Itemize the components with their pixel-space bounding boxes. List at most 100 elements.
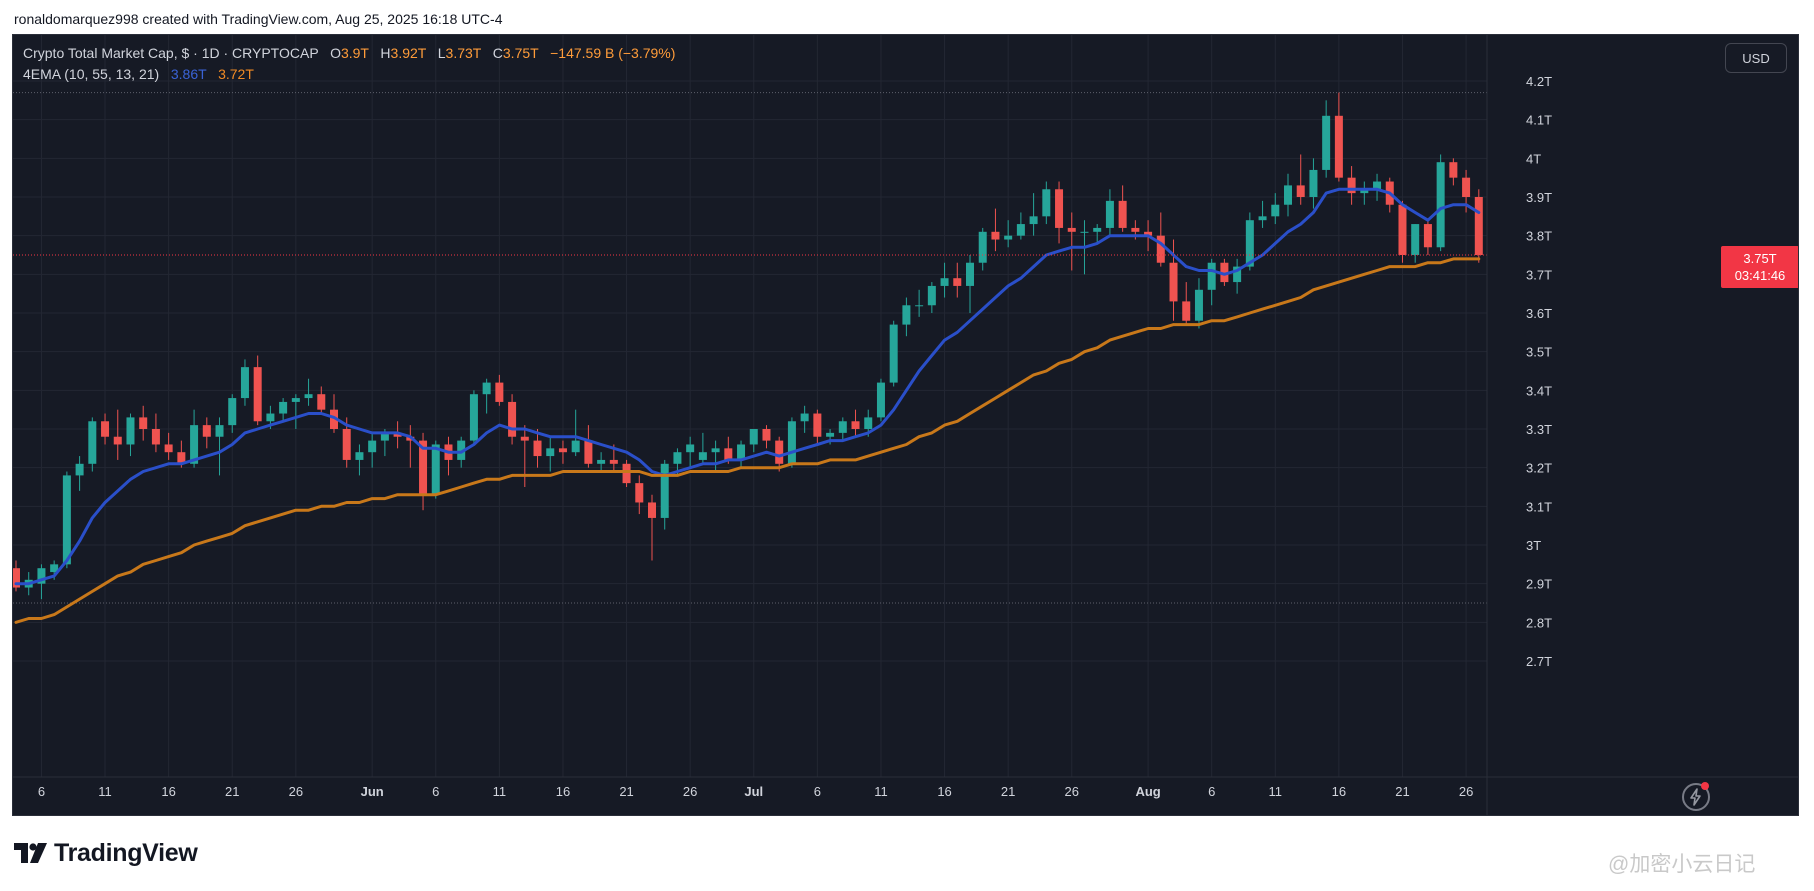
candle-body [584, 440, 593, 464]
candle-body [1322, 115, 1331, 170]
candle-body [368, 440, 377, 453]
candle-body [419, 440, 428, 495]
candle-body [240, 367, 249, 399]
last-price-tag: 3.75T 03:41:46 [1721, 246, 1798, 288]
candle-body [1296, 185, 1305, 197]
candle-down [584, 425, 593, 468]
candle-down [253, 355, 262, 426]
candle-body [177, 452, 186, 464]
time-tick-label: 26 [683, 784, 697, 799]
candle-body [864, 417, 873, 429]
candle-body [737, 444, 746, 460]
candle-up [1284, 173, 1292, 217]
candle-body [597, 459, 606, 464]
indicator-legend[interactable]: 4EMA (10, 55, 13, 21) 3.86T 3.72T [23, 66, 254, 82]
candle-body [1093, 227, 1102, 232]
candle-down [406, 425, 415, 468]
candle-body [876, 382, 885, 418]
candle-up [1207, 258, 1216, 306]
candle-up [37, 564, 46, 600]
candle-body [355, 452, 364, 460]
tradingview-logo[interactable]: TradingView [14, 838, 198, 868]
candle-body [228, 398, 237, 426]
candle-body [1042, 189, 1051, 217]
candle-body [1105, 200, 1114, 228]
candle-body [113, 436, 122, 445]
candle-up [927, 282, 936, 313]
time-tick-label: 26 [289, 784, 303, 799]
candle-body [953, 278, 962, 286]
candle-up [1271, 193, 1280, 225]
candle-body [1169, 262, 1178, 302]
candle-body [775, 440, 784, 464]
candle-body [1131, 227, 1140, 232]
candle-body [1436, 162, 1445, 248]
candle-up [597, 452, 606, 472]
candle-up [1016, 212, 1025, 240]
candlestick-chart[interactable]: 2.7T 2.8T 2.9T 3T 3.1T 3.2T 3.3T 3.4T 3.5T 3.6T 3.… [13, 35, 1799, 816]
change-value: −147.59 B (−3.79%) [550, 45, 676, 61]
candle-down [558, 440, 567, 464]
candle-up [431, 440, 440, 499]
candle-down [1347, 166, 1356, 205]
candle-body [1449, 162, 1458, 178]
chart-pane[interactable]: 2.7T 2.8T 2.9T 3T 3.1T 3.2T 3.3T 3.4T 3.5T 3.6T 3.… [12, 34, 1799, 816]
time-axis: 6 11 16 21 26 Jun 6 11 16 21 26 Jul 6 11 16 21 26 Aug 6 11 1… [13, 776, 1798, 799]
candle-up [1309, 158, 1318, 209]
candle-body [266, 413, 275, 422]
price-tick-label: 4T [1526, 151, 1541, 166]
candle-body [660, 463, 669, 518]
candle-body [1398, 204, 1407, 255]
price-tick-label: 3.8T [1526, 229, 1552, 244]
candle-body [126, 417, 135, 445]
time-tick-label: 6 [432, 784, 439, 799]
candle-up [787, 417, 796, 468]
candle-down [762, 425, 771, 449]
candle-body [304, 394, 313, 399]
candle-up [291, 394, 300, 429]
candle-down [991, 208, 1000, 252]
candle-body [1080, 231, 1089, 233]
candle-body [978, 231, 987, 263]
ema-fast-value: 3.86T [170, 66, 207, 82]
candle-down [953, 262, 962, 298]
candle-body [915, 305, 924, 307]
time-tick-label: 6 [38, 784, 45, 799]
alert-dot [1701, 782, 1709, 790]
candle-body [749, 429, 758, 445]
grid [13, 35, 1487, 777]
candle-body [1194, 289, 1203, 321]
candle-body [482, 382, 491, 395]
candle-down [101, 413, 110, 445]
candle-body [1284, 185, 1292, 205]
candle-up [1360, 181, 1369, 205]
price-tick-label: 3.7T [1526, 267, 1552, 282]
symbol-name[interactable]: Crypto Total Market Cap, $ · 1D · CRYPTO… [23, 45, 319, 61]
price-tick-label: 3.5T [1526, 345, 1552, 360]
candle-up [838, 417, 847, 441]
candle-body [1309, 169, 1318, 197]
candle-up [1042, 181, 1051, 225]
candle-body [648, 502, 656, 518]
candle-body [622, 463, 631, 484]
close-value: 3.75T [502, 45, 539, 61]
candle-body [698, 452, 707, 460]
candle-up [1411, 224, 1420, 263]
candle-down [113, 409, 122, 460]
author-line: ronaldomarquez998 created with TradingVi… [14, 11, 503, 27]
candle-body [457, 440, 466, 460]
candle-up [304, 378, 313, 406]
candle-body [546, 448, 555, 457]
candle-down [622, 459, 631, 487]
symbol-legend[interactable]: Crypto Total Market Cap, $ · 1D · CRYPTO… [23, 45, 675, 61]
candle-body [838, 421, 847, 433]
ema-slow-line [14, 257, 1481, 624]
lightning-icon[interactable] [1682, 783, 1710, 811]
time-tick-label: 6 [814, 784, 821, 799]
candle-body [1233, 266, 1242, 283]
ema-label[interactable]: 4EMA (10, 55, 13, 21) [23, 66, 160, 82]
price-tick-label: 3.4T [1526, 383, 1552, 398]
candle-up [1105, 189, 1114, 236]
brand-name: TradingView [54, 838, 198, 867]
currency-button[interactable]: USD [1725, 43, 1787, 73]
